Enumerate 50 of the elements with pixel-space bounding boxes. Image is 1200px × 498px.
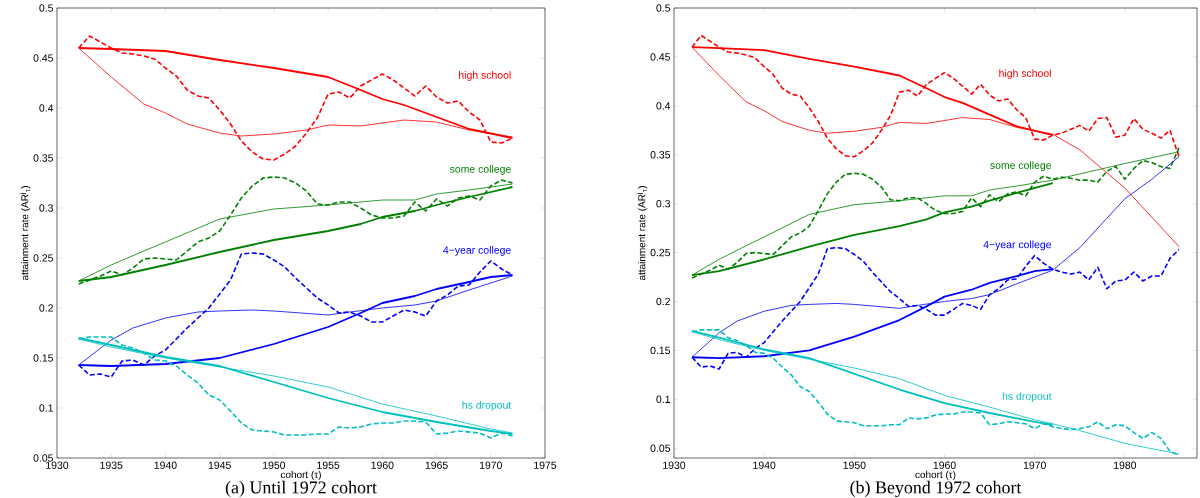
x-tick-label: 1970 <box>479 461 502 469</box>
y-tick-label: 0.05 <box>650 444 671 452</box>
y-tick-label: 0.25 <box>650 248 671 257</box>
y-tick-label: 0.05 <box>33 454 54 462</box>
x-tick-label: 1945 <box>208 461 231 469</box>
x-tick-label: 1930 <box>663 461 686 469</box>
y-tick-label: 0.3 <box>39 204 54 212</box>
x-tick-label: 1940 <box>753 461 776 469</box>
x-tick-label: 1950 <box>843 461 866 469</box>
x-tick-label: 1930 <box>46 461 69 469</box>
y-tick-label: 0.5 <box>39 4 54 12</box>
series-label: some college <box>449 165 511 175</box>
x-tick-label: 1950 <box>263 461 286 469</box>
y-tick-label: 0.3 <box>656 199 671 208</box>
y-tick-label: 0.2 <box>656 297 670 306</box>
x-tick-label: 1955 <box>317 461 340 469</box>
y-tick-label: 0.15 <box>33 354 54 362</box>
x-axis-title: cohort (τ) <box>915 470 956 481</box>
y-axis-title: attainment rate (AR$^{j}$$_{τ}$) <box>19 186 31 281</box>
y-tick-label: 0.4 <box>656 102 671 110</box>
y-tick-label: 0.45 <box>33 54 54 62</box>
text: (a) Until 1972 cohort <box>225 480 377 498</box>
series-label: hs dropout <box>462 401 512 411</box>
x-tick-label: 1970 <box>1023 461 1046 469</box>
text: high school <box>459 71 511 81</box>
x-tick-label: 1975 <box>534 461 557 469</box>
y-axis-title: attainment rate (AR$^{j}$$_{τ}$) <box>636 186 648 281</box>
y-tick-label: 0.2 <box>39 304 53 312</box>
x-tick-label: 1960 <box>933 461 956 469</box>
series-label: hs dropout <box>1002 392 1052 402</box>
y-tick-label: 0.45 <box>650 53 671 61</box>
y-tick-label: 0.35 <box>650 151 671 159</box>
y-tick-label: 0.1 <box>656 395 670 404</box>
x-axis-title: cohort (τ) <box>280 470 321 481</box>
y-tick-label: 0.5 <box>656 4 671 12</box>
x-tick-label: 1965 <box>425 461 448 469</box>
text: (b) Beyond 1972 cohort <box>850 480 1022 498</box>
y-tick-label: 0.15 <box>650 346 671 355</box>
y-tick-label: 0.1 <box>39 404 53 412</box>
y-tick-label: 0.35 <box>33 154 54 162</box>
series-label: 4−year college <box>983 240 1052 251</box>
x-tick-label: 1960 <box>371 461 394 469</box>
y-tick-label: 0.4 <box>39 104 54 112</box>
x-tick-label: 1940 <box>154 461 177 469</box>
x-tick-label: 1935 <box>100 461 123 469</box>
y-tick-label: 0.25 <box>33 254 54 262</box>
x-tick-label: 1980 <box>1114 461 1137 469</box>
text: high school <box>999 69 1051 80</box>
series-label: some college <box>990 161 1052 172</box>
series-label: 4−year college <box>443 246 511 256</box>
